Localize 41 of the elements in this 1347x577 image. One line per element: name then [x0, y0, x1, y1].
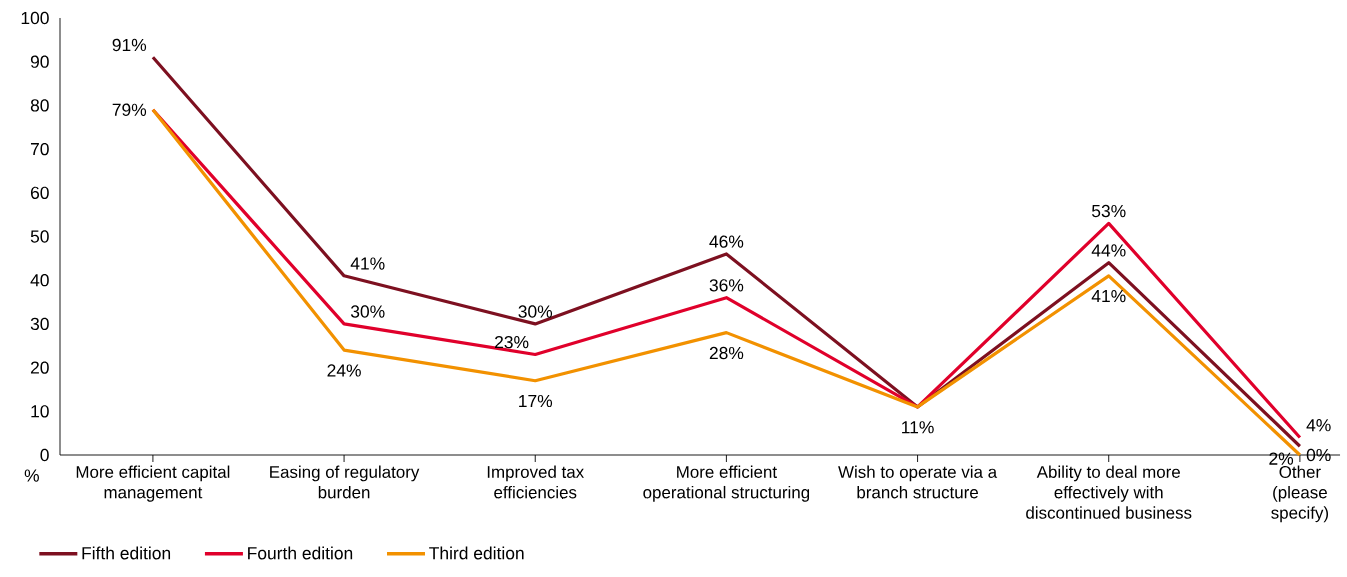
y-tick-label: 100: [21, 11, 49, 25]
x-tick-label: More efficient capital management: [76, 465, 230, 502]
data-label: 53%: [1091, 204, 1126, 218]
data-label: 11%: [902, 421, 934, 434]
legend-label: Fifth edition: [82, 546, 171, 560]
data-label: 30%: [350, 305, 385, 318]
y-tick-label: 10: [31, 405, 49, 418]
data-label: 30%: [518, 305, 553, 318]
data-label: 79%: [112, 103, 147, 116]
y-tick-label: 90: [30, 55, 49, 68]
data-label: 24%: [327, 364, 361, 377]
x-tick-label: More efficient operational structuring: [643, 465, 810, 502]
x-tick-label: Wish to operate via a branch structure: [838, 465, 998, 499]
y-tick-label: 80: [30, 99, 49, 112]
data-label: 4%: [1306, 419, 1331, 432]
y-tick-label: 20: [30, 361, 49, 374]
x-tick-label: Easing of regulatory burden: [270, 465, 420, 499]
data-label: 36%: [709, 279, 744, 292]
y-axis-title: %: [24, 469, 39, 482]
data-label: 23%: [495, 335, 529, 349]
line-series: [151, 55, 1302, 448]
y-tick-label: 0: [40, 448, 49, 462]
y-tick-label: 50: [30, 230, 49, 243]
y-tick-label: 40: [30, 274, 49, 287]
legend-label: Fourth edition: [248, 546, 353, 560]
y-tick-label: 30: [30, 317, 49, 331]
data-label: 2%: [1269, 452, 1294, 465]
data-label: 91%: [112, 38, 147, 52]
x-tick-label: Other (please specify): [1271, 465, 1329, 523]
x-tick-label: Ability to deal more effectively with discontinued business: [1026, 465, 1192, 519]
data-label: 41%: [350, 257, 385, 270]
legend-label: Third edition: [429, 546, 524, 560]
data-label: 44%: [1091, 244, 1126, 257]
data-label: 46%: [709, 235, 744, 248]
x-tick-label: Improved tax efficiencies: [487, 465, 584, 499]
y-tick-label: 60: [30, 186, 49, 199]
data-label: 0%: [1306, 448, 1331, 462]
data-label: 28%: [709, 346, 744, 360]
data-label: 41%: [1091, 290, 1126, 303]
data-label: 17%: [519, 394, 553, 408]
y-tick-label: 70: [30, 142, 49, 156]
